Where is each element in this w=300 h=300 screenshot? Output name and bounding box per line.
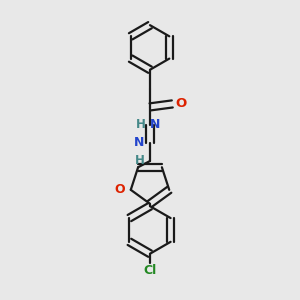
Text: N: N — [134, 136, 145, 149]
Text: N: N — [150, 118, 160, 131]
Text: O: O — [176, 98, 187, 110]
Text: O: O — [115, 183, 125, 196]
Text: H: H — [136, 118, 146, 131]
Text: H: H — [135, 154, 145, 167]
Text: Cl: Cl — [143, 264, 157, 277]
